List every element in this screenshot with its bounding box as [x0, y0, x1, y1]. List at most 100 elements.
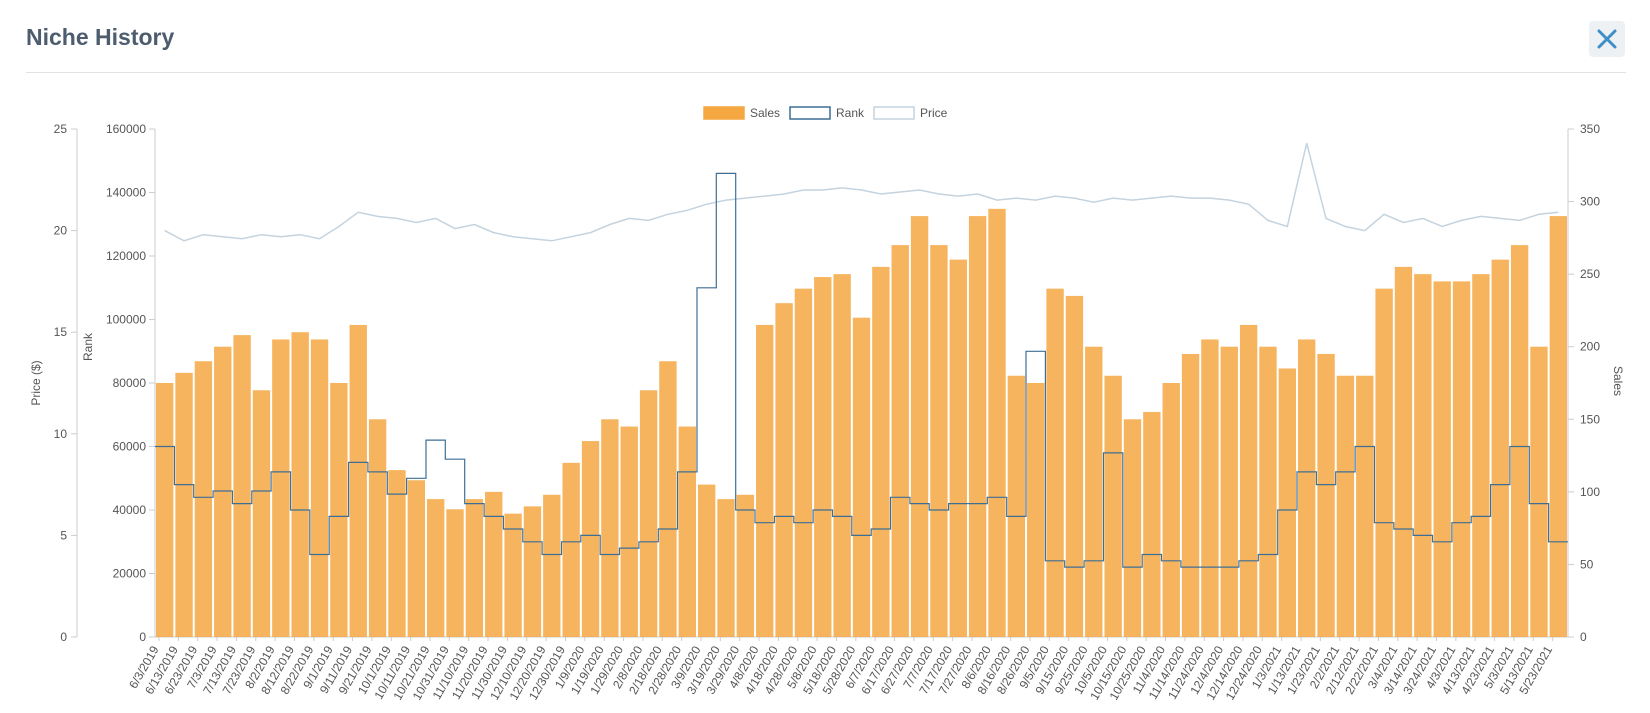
sales-tick-label: 200	[1580, 340, 1600, 354]
legend-label-price: Price	[920, 106, 948, 120]
sales-bar	[1220, 346, 1238, 637]
sales-bar	[1123, 419, 1142, 637]
price-tick-label: 20	[54, 224, 68, 238]
sales-bar	[949, 259, 967, 637]
sales-bar	[601, 419, 619, 637]
sales-tick-label: 300	[1580, 195, 1600, 209]
sales-bar	[252, 390, 271, 637]
sales-bar	[968, 216, 987, 637]
sales-bar	[1510, 245, 1529, 638]
sales-bar	[407, 480, 425, 637]
sales-bar	[639, 390, 658, 637]
sales-bar	[814, 277, 832, 637]
sales-bar	[620, 426, 638, 637]
sales-bar	[233, 335, 251, 637]
sales-bar	[659, 361, 677, 637]
rank-tick-label: 0	[139, 630, 146, 644]
sales-bar	[1336, 375, 1355, 637]
sales-bar	[368, 419, 387, 637]
sales-bar	[1162, 383, 1180, 637]
legend-swatch-price	[873, 106, 915, 120]
sales-bar	[1298, 339, 1316, 637]
rank-tick-label: 160000	[106, 122, 146, 136]
sales-bar	[1491, 259, 1509, 637]
sales-bar	[543, 494, 561, 637]
sales-bar	[485, 491, 503, 637]
sales-bar	[910, 216, 929, 637]
sales-bar	[175, 372, 193, 637]
price-tick-label: 10	[54, 427, 68, 441]
sales-bar	[1007, 375, 1026, 637]
sales-bar	[330, 383, 348, 637]
sales-bar	[156, 383, 174, 637]
sales-bar	[562, 462, 580, 637]
sales-bar	[1143, 412, 1161, 637]
rank-tick-label: 80000	[113, 376, 147, 390]
sales-bar	[1317, 353, 1335, 637]
sales-bar	[349, 324, 367, 637]
sales-bar	[794, 288, 813, 637]
price-tick-label: 5	[60, 528, 67, 542]
sales-bar	[1046, 288, 1064, 637]
rank-axis-title: Rank	[81, 332, 95, 361]
sales-tick-label: 150	[1580, 412, 1600, 426]
sales-bar	[1414, 274, 1432, 637]
sales-bar	[194, 361, 213, 637]
sales-bar	[1375, 288, 1393, 637]
sales-bar	[756, 324, 774, 637]
sales-bar	[1259, 346, 1277, 637]
rank-line	[155, 172, 1568, 568]
rank-tick-label: 40000	[113, 503, 147, 517]
sales-tick-label: 0	[1580, 630, 1587, 644]
sales-bar	[717, 499, 735, 637]
sales-bar	[1394, 266, 1413, 637]
sales-bar	[1530, 346, 1548, 637]
sales-bar	[310, 339, 329, 637]
sales-bar	[426, 499, 445, 637]
sales-bar	[465, 499, 484, 637]
legend-swatch-rank	[789, 106, 831, 120]
sales-bar	[736, 494, 755, 637]
sales-bar	[1065, 295, 1084, 637]
sales-bar	[1433, 281, 1451, 637]
sales-bar	[872, 266, 890, 637]
sales-bar	[581, 441, 600, 637]
sales-bar	[1356, 375, 1374, 637]
sales-bar	[1027, 383, 1045, 637]
price-tick-label: 25	[54, 122, 68, 136]
sales-tick-label: 250	[1580, 267, 1600, 281]
sales-bar	[1085, 346, 1103, 637]
sales-tick-label: 50	[1580, 557, 1594, 571]
rank-tick-label: 140000	[106, 186, 146, 200]
legend-swatch-sales	[703, 106, 745, 120]
sales-bar	[1239, 324, 1258, 637]
sales-bar	[1201, 339, 1219, 637]
sales-bar	[1549, 216, 1567, 637]
rank-tick-label: 20000	[113, 567, 147, 581]
sales-bar	[930, 245, 948, 638]
sales-bar	[504, 513, 522, 637]
sales-bar	[1104, 375, 1122, 637]
sales-bar	[272, 339, 290, 637]
sales-bar	[523, 506, 542, 637]
rank-tick-label: 100000	[106, 313, 146, 327]
sales-bar	[1472, 274, 1490, 637]
sales-bar	[388, 470, 406, 637]
price-line	[164, 143, 1559, 242]
sales-bar	[697, 484, 716, 637]
sales-bar	[214, 346, 232, 637]
price-tick-label: 15	[54, 325, 68, 339]
rank-tick-label: 60000	[113, 440, 147, 454]
price-axis-title: Price ($)	[29, 360, 43, 405]
sales-bar	[1181, 353, 1200, 637]
rank-tick-label: 120000	[106, 249, 146, 263]
price-tick-label: 0	[60, 630, 67, 644]
modal-header: Niche History	[26, 0, 1626, 73]
sales-bar	[988, 208, 1006, 637]
close-button[interactable]	[1589, 21, 1625, 57]
legend-label-rank: Rank	[836, 106, 865, 120]
sales-bar	[678, 426, 696, 637]
page-title: Niche History	[26, 24, 175, 50]
close-icon	[1597, 29, 1617, 49]
